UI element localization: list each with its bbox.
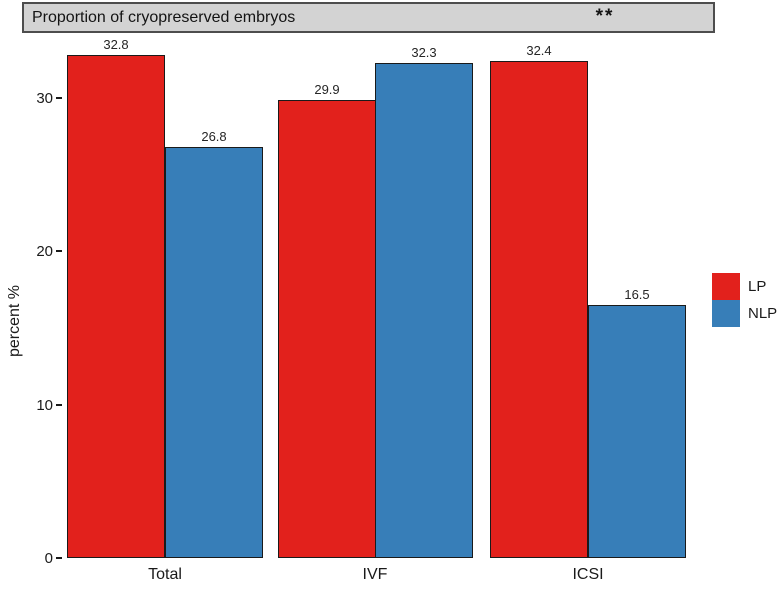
bar-total-nlp [165, 147, 263, 558]
bar-ivf-lp [278, 100, 376, 558]
y-tick-30: 30 [0, 89, 62, 107]
value-label-icsi-lp: 32.4 [526, 43, 552, 58]
value-label-total-nlp: 26.8 [201, 129, 227, 144]
value-label-ivf-lp: 29.9 [314, 82, 340, 97]
y-tick-label: 0 [44, 549, 53, 567]
x-tick-ivf: IVF [362, 566, 388, 583]
legend-item-nlp: NLP [712, 300, 777, 327]
x-tick-total: Total [148, 566, 182, 583]
value-label-ivf-nlp: 32.3 [411, 45, 437, 60]
y-axis-title: percent % [6, 284, 23, 358]
legend-label-lp: LP [748, 278, 767, 295]
legend-label-nlp: NLP [748, 305, 778, 322]
y-tick-label: 30 [36, 89, 53, 107]
y-tick-0: 0 [0, 549, 62, 567]
y-tick-20: 20 [0, 242, 62, 260]
legend-item-lp: LP [712, 273, 777, 300]
y-tick-10: 10 [0, 396, 62, 414]
y-tick-mark [56, 404, 62, 406]
y-tick-mark [56, 97, 62, 99]
x-tick-icsi: ICSI [572, 566, 604, 583]
y-tick-mark [56, 250, 62, 252]
y-tick-label: 10 [36, 396, 53, 414]
y-tick-mark [56, 557, 62, 559]
value-label-icsi-nlp: 16.5 [624, 287, 650, 302]
bar-icsi-lp [490, 61, 588, 558]
lp-color-swatch [712, 273, 740, 300]
chart-title: Proportion of cryopreserved embryos [32, 8, 296, 26]
chart-title-bar: Proportion of cryopreserved embryos ** [22, 2, 715, 33]
significance-stars: ** [595, 6, 615, 27]
y-tick-label: 20 [36, 242, 53, 260]
bar-total-lp [67, 55, 165, 558]
nlp-color-swatch [712, 300, 740, 327]
legend: LP NLP [712, 273, 777, 327]
bar-icsi-nlp [588, 305, 686, 558]
value-label-total-lp: 32.8 [103, 37, 129, 52]
bar-ivf-nlp [375, 63, 473, 558]
